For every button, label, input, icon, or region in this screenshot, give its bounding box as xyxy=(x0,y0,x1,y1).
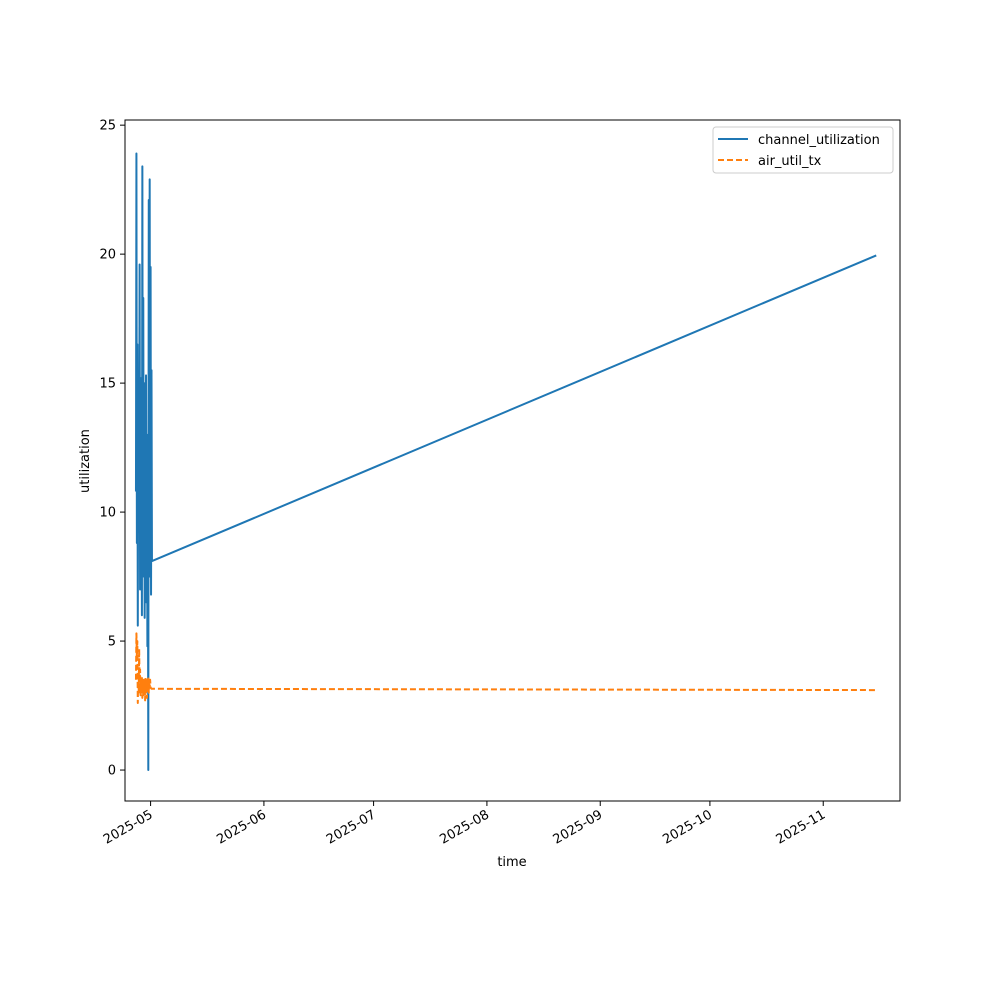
plot-area-frame xyxy=(124,119,901,802)
legend-label-air-util-tx: air_util_tx xyxy=(758,154,822,169)
legend-box xyxy=(712,126,894,174)
legend-label-channel-utilization: channel_utilization xyxy=(758,133,880,148)
series-line-channel-utilization xyxy=(134,152,877,772)
series-line-air-util-tx xyxy=(134,632,877,704)
series-layer xyxy=(134,152,877,772)
y-axis-title: utilization xyxy=(78,429,93,493)
legend: channel_utilization air_util_tx xyxy=(712,126,894,174)
y-tick-label: 0 xyxy=(108,764,116,779)
x-axis-title: time xyxy=(497,855,526,870)
y-tick-label: 25 xyxy=(99,119,116,134)
y-tick-label: 20 xyxy=(99,248,116,263)
y-axis: 0 5 10 15 20 25 xyxy=(99,119,125,779)
y-tick-label: 10 xyxy=(99,506,116,521)
y-tick-label: 5 xyxy=(108,635,116,650)
y-tick-label: 15 xyxy=(99,377,116,392)
